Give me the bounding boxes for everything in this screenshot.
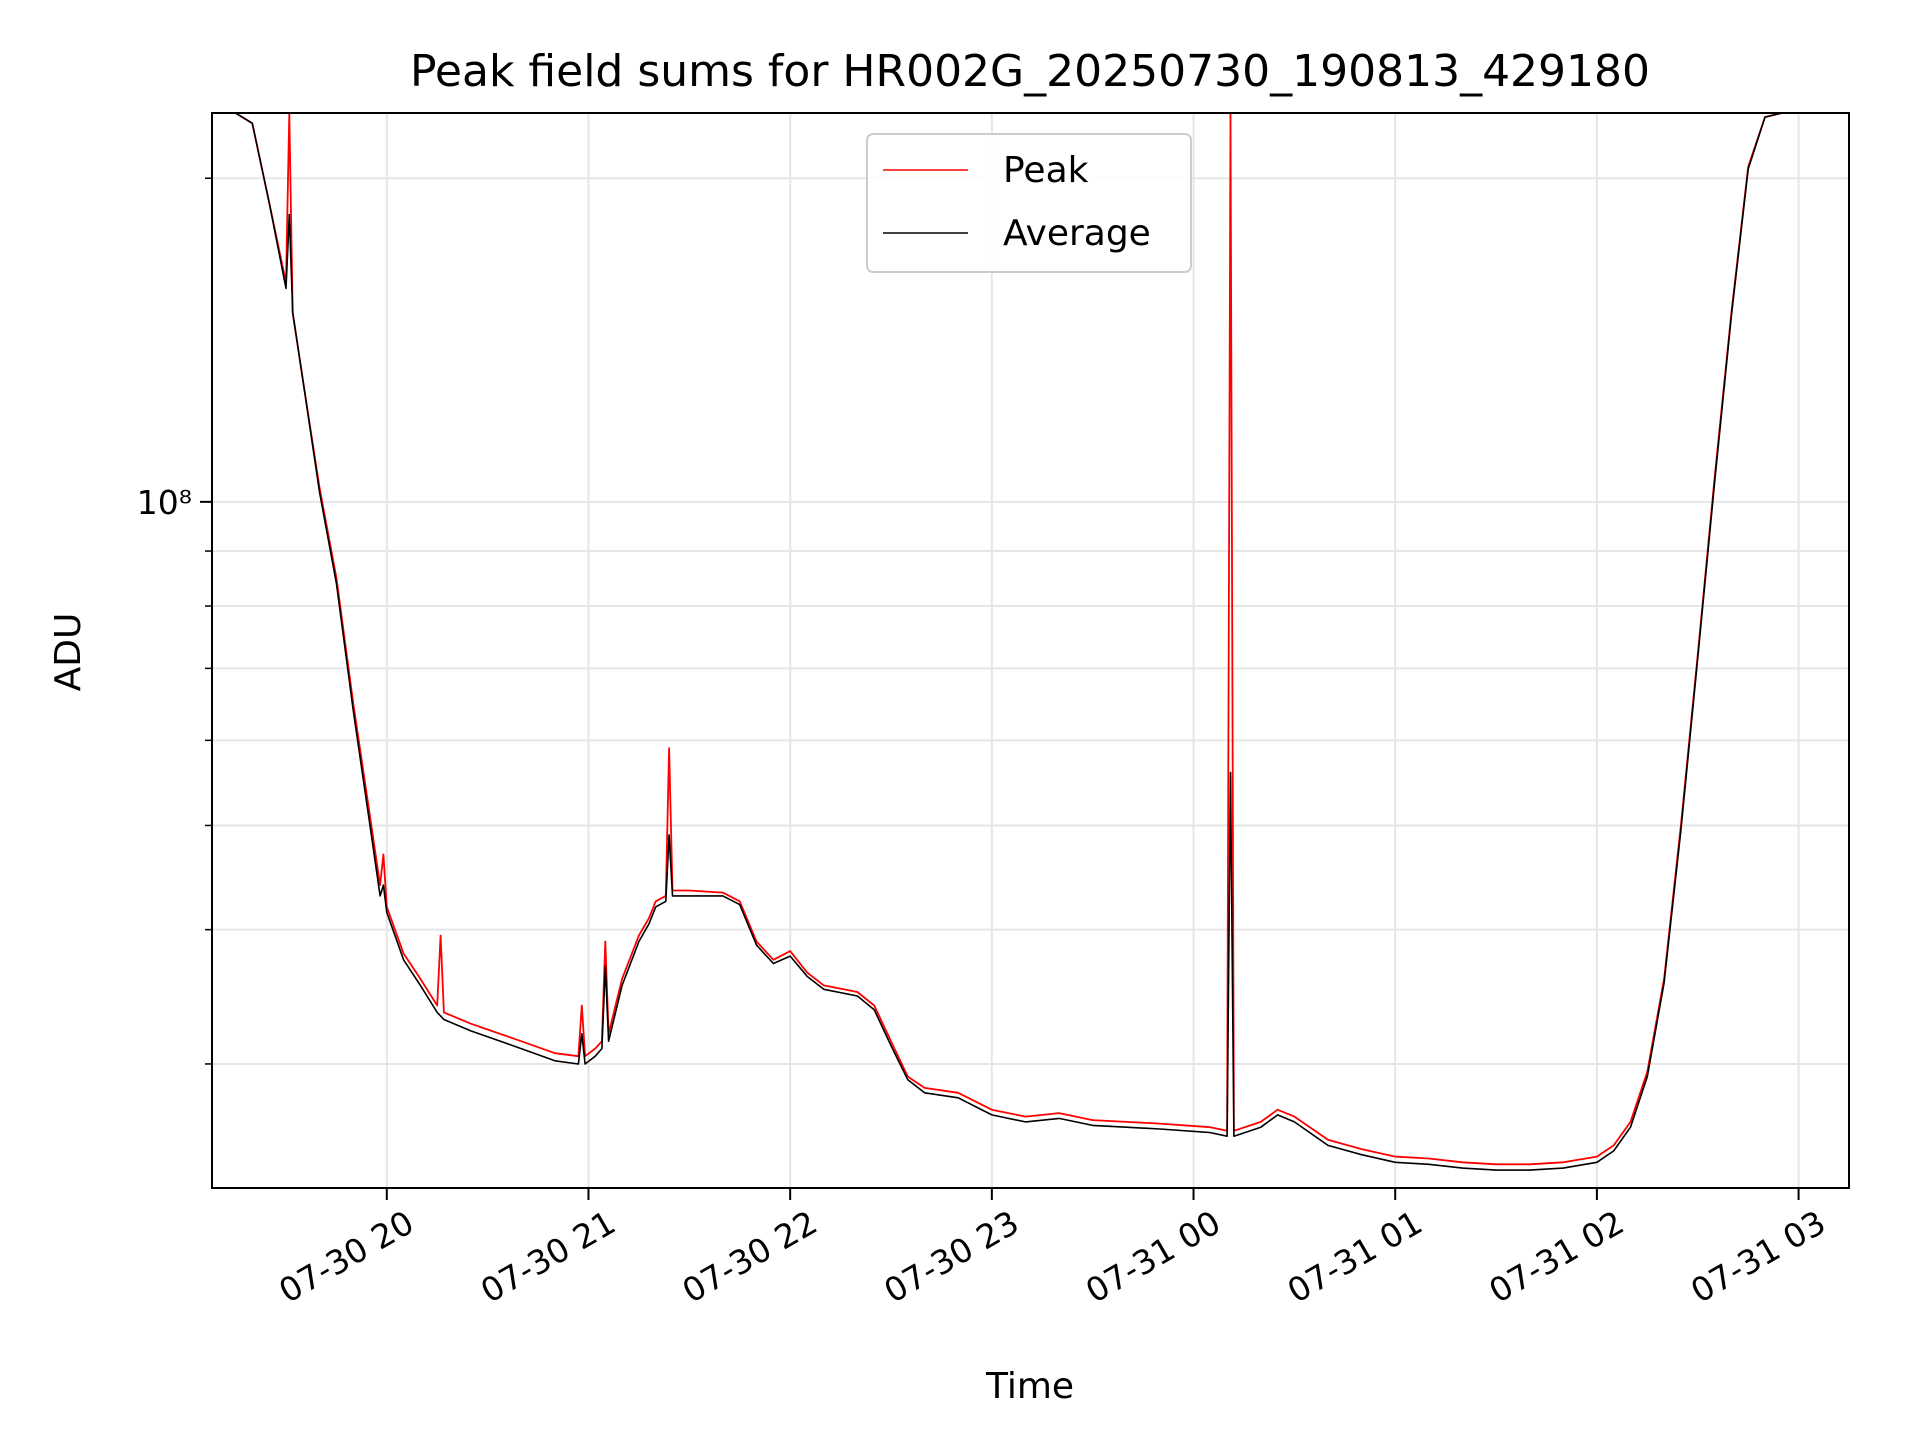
- series-lines: [235, 112, 1849, 1171]
- y-axis-label: ADU: [48, 613, 89, 692]
- legend-label-peak: Peak: [1003, 150, 1089, 191]
- chart-title: Peak field sums for HR002G_20250730_1908…: [410, 46, 1650, 97]
- series-line-average: [235, 112, 1849, 1171]
- series-line-peak: [235, 112, 1849, 1166]
- plot-area-frame: [211, 112, 1850, 1189]
- legend: Peak Average: [866, 133, 1192, 273]
- grid: [212, 113, 1849, 1188]
- y-tick-label: 10⁸: [137, 483, 192, 522]
- legend-box: [866, 133, 1192, 273]
- legend-label-average: Average: [1003, 213, 1151, 254]
- x-axis-label: Time: [985, 1366, 1074, 1407]
